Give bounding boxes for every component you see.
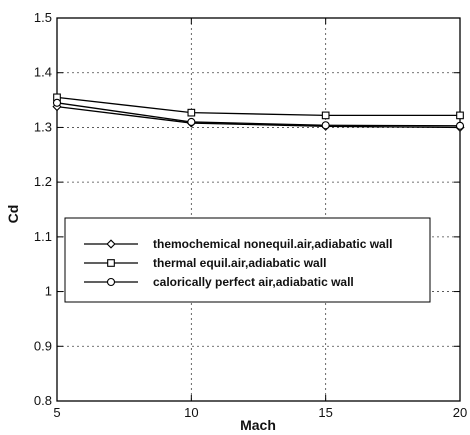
data-point <box>52 98 62 107</box>
legend-label: themochemical nonequil.air,adiabatic wal… <box>153 237 392 251</box>
y-tick-label: 1.2 <box>34 174 52 189</box>
data-point <box>321 111 330 120</box>
legend-marker <box>106 239 116 249</box>
legend-label: thermal equil.air,adiabatic wall <box>153 256 326 270</box>
y-tick-label: 1.1 <box>34 229 52 244</box>
y-axis-label: Cd <box>5 205 21 224</box>
data-point <box>187 108 196 117</box>
legend-box <box>64 217 431 303</box>
x-tick-label: 10 <box>184 405 198 420</box>
grid <box>57 18 460 401</box>
series-line <box>56 102 461 127</box>
data-point <box>456 111 464 120</box>
x-tick-label: 20 <box>453 405 467 420</box>
series-1 <box>52 102 465 133</box>
x-tick-label: 5 <box>53 405 60 420</box>
y-tick-label: 0.9 <box>34 338 52 353</box>
series-3 <box>52 98 465 130</box>
legend-marker <box>106 277 116 287</box>
legend: themochemical nonequil.air,adiabatic wal… <box>64 217 431 303</box>
series-2 <box>53 93 464 120</box>
data-point <box>187 117 196 127</box>
legend-entry: thermal equil.air,adiabatic wall <box>84 256 326 270</box>
data-point <box>321 121 330 130</box>
series-line <box>56 105 461 129</box>
x-axis-label: Mach <box>240 417 276 433</box>
y-tick-label: 0.8 <box>34 393 52 408</box>
legend-entry: calorically perfect air,adiabatic wall <box>84 275 354 289</box>
data-point <box>455 121 465 130</box>
y-tick-label: 1.5 <box>34 10 52 25</box>
axis-ticks: 5 10 15 20 0.8 0.9 1 1.1 1.2 1.3 1.4 1.5 <box>34 10 467 420</box>
series-lines <box>52 93 465 133</box>
plot-frame <box>56 17 461 402</box>
x-tick-label: 15 <box>318 405 332 420</box>
legend-entry: themochemical nonequil.air,adiabatic wal… <box>84 237 392 251</box>
y-tick-label: 1 <box>45 284 52 299</box>
y-tick-label: 1.4 <box>34 65 52 80</box>
legend-label: calorically perfect air,adiabatic wall <box>153 275 354 289</box>
series-line <box>56 96 460 117</box>
legend-marker <box>107 259 115 267</box>
y-tick-label: 1.3 <box>34 119 52 134</box>
